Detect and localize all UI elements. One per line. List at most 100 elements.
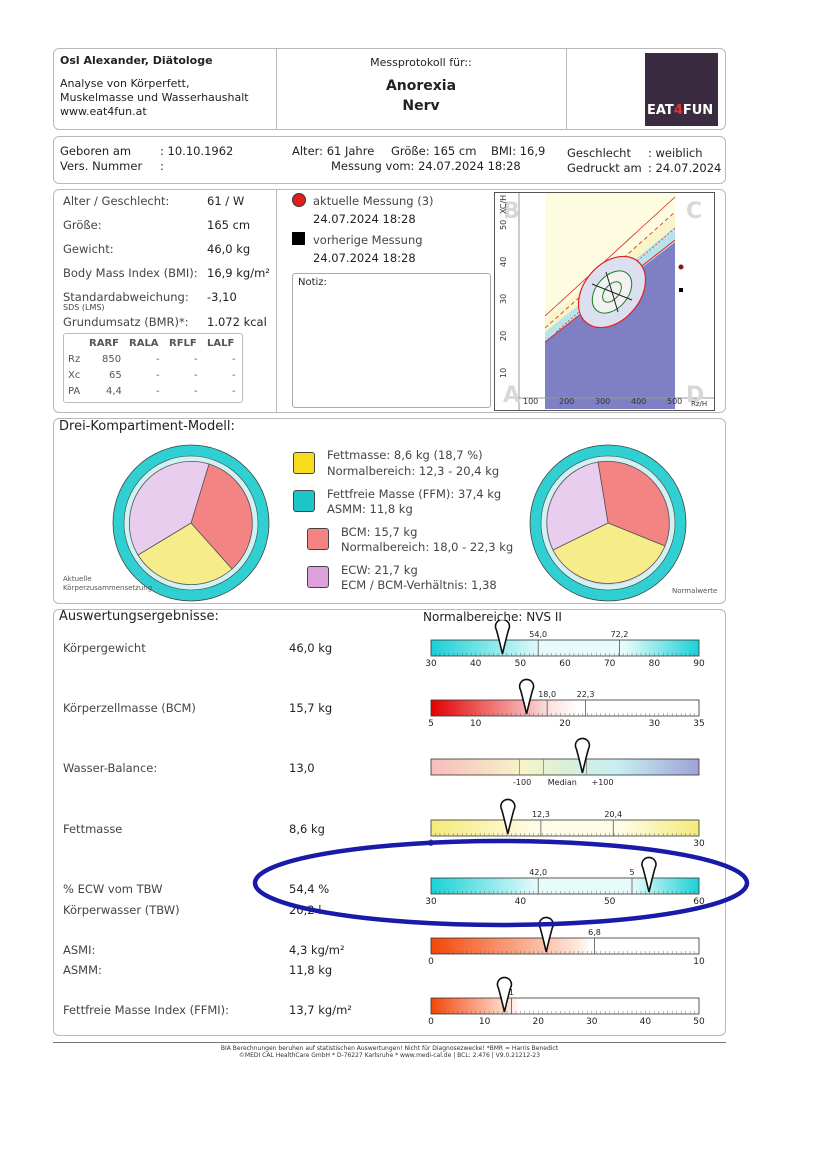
weight-tick-label: 70: [604, 659, 616, 669]
info-box: [53, 136, 726, 184]
rxc-x-tick: 300: [595, 397, 610, 406]
rxc-y-axis-label: XC/H: [499, 195, 508, 214]
stat-label-bmr: Grundumsatz (BMR)*:: [63, 315, 189, 329]
fat-norm-label: 20,4: [604, 810, 622, 819]
ffmi-norm-label: 1: [509, 988, 514, 997]
current-measure-label: aktuelle Messung (3): [313, 194, 434, 208]
ffmi-tick-label: 0: [428, 1017, 434, 1027]
stat-label-bmi: Body Mass Index (BMI):: [63, 266, 198, 280]
corner-a: A: [503, 383, 520, 408]
insurance-label: Vers. Nummer: [60, 159, 143, 173]
header-box: [53, 48, 726, 130]
stat-value-weight: 46,0 kg: [207, 242, 251, 256]
cell: -: [232, 386, 236, 397]
weight-marker-pin: [494, 620, 511, 655]
gender-value: : weiblich: [648, 146, 703, 160]
asmi-norm-label: 6,8: [588, 928, 601, 937]
stat-label-age: Alter / Geschlecht:: [63, 194, 170, 208]
rxc-graph: B C A D XC/H 50 40 30 20 10 100 200 300 …: [494, 192, 715, 411]
ffmi-tick-label: 10: [479, 1017, 491, 1027]
previous-measure-label: vorherige Messung: [313, 233, 423, 247]
water-bar: [430, 758, 700, 776]
corner-b: B: [503, 199, 520, 224]
pie-normal: [529, 444, 687, 602]
ecw-tick-label: 30: [425, 897, 437, 907]
ffmi-marker-pin: [496, 976, 513, 1013]
results-title: Auswertungsergebnisse:: [59, 609, 219, 624]
stat-label-sds-sub: SDS (LMS): [63, 303, 105, 312]
asmi-tick-label: 10: [693, 957, 705, 967]
bcm-tick-label: 20: [559, 719, 571, 729]
weight-tick-label: 60: [559, 659, 571, 669]
footer-line-2: ©MEDI CAL HealthCare GmbH * D-76227 Karl…: [238, 1052, 541, 1059]
company-desc-1: Analyse von Körperfett,: [60, 77, 190, 90]
result-label-asmm: ASMM:: [63, 963, 102, 977]
cell: -: [194, 370, 198, 381]
weight-tick-label: 80: [649, 659, 661, 669]
result-value-water: 13,0: [289, 761, 315, 775]
ffmi-tick-label: 40: [640, 1017, 652, 1027]
highlight-ellipse: [252, 838, 750, 928]
stat-label-height: Größe:: [63, 218, 102, 232]
cell: -: [156, 386, 160, 397]
water-label-median: Median: [548, 778, 577, 787]
ecw-line2: ECM / BCM-Verhältnis: 1,38: [341, 578, 497, 592]
cell: -: [156, 354, 160, 365]
cell: -: [232, 354, 236, 365]
cell: -: [194, 386, 198, 397]
info-height: Größe: 165 cm: [391, 144, 477, 158]
previous-measure-square: [292, 232, 305, 245]
bcm-tick-label: 10: [470, 719, 482, 729]
gender-label: Geschlecht: [567, 146, 631, 160]
company-desc-2: Muskelmasse und Wasserhaushalt: [60, 91, 249, 104]
cell: 4,4: [106, 386, 122, 397]
result-label-ffmi: Fettfreie Masse Index (FFMI):: [63, 1003, 229, 1017]
col-rala: RALA: [129, 338, 159, 349]
patient-name-2: Nerv: [402, 98, 440, 114]
water-label-minus: -100: [513, 778, 531, 787]
born-value: : 10.10.1962: [160, 144, 234, 158]
stat-value-bmr: 1.072 kcal: [207, 315, 267, 329]
water-marker-pin: [574, 737, 591, 774]
col-rflf: RFLF: [169, 338, 197, 349]
col-rarf: RARF: [89, 338, 119, 349]
protocol-label: Messprotokoll für::: [370, 56, 472, 69]
water-label-plus: +100: [592, 778, 614, 787]
ffmi-tick-label: 20: [532, 1017, 544, 1027]
rxc-x-tick: 400: [631, 397, 646, 406]
weight-tick-label: 30: [425, 659, 437, 669]
eat4fun-logo: EAT4FUN: [645, 53, 718, 126]
result-value-asmm: 11,8 kg: [289, 963, 333, 977]
fat-line1: Fettmasse: 8,6 kg (18,7 %): [327, 448, 483, 462]
weight-tick-label: 40: [470, 659, 482, 669]
asmi-tick-label: 0: [428, 957, 434, 967]
bcm-line1: BCM: 15,7 kg: [341, 525, 418, 539]
footer-line-1: BIA Berechnungen beruhen auf statistisch…: [220, 1045, 559, 1052]
row-label-xc: Xc: [68, 370, 81, 381]
bcm-tick-label: 5: [428, 719, 434, 729]
footer-rule: [53, 1042, 726, 1043]
bcm-swatch: [307, 528, 329, 550]
col-lalf: LALF: [207, 338, 235, 349]
result-value-bcm: 15,7 kg: [289, 701, 333, 715]
stat-label-sds: Standardabweichung:: [63, 290, 189, 304]
info-age: Alter: 61 Jahre: [292, 144, 375, 158]
bcm-norm-label: 22,3: [577, 690, 595, 699]
ecw-tick-label: 40: [515, 897, 527, 907]
header-divider-2: [566, 48, 567, 130]
result-label-ecw: % ECW vom TBW: [63, 882, 163, 896]
rxc-y-tick: 20: [499, 331, 508, 341]
result-value-ecw: 54,4 %: [289, 882, 330, 896]
notes-box[interactable]: Notiz:: [292, 273, 491, 408]
result-label-fat: Fettmasse: [63, 822, 123, 836]
result-label-tbw: Körperwasser (TBW): [63, 903, 180, 917]
fat-line2: Normalbereich: 12,3 - 20,4 kg: [327, 464, 500, 478]
result-label-asmi: ASMI:: [63, 943, 96, 957]
stat-value-sds: -3,10: [207, 290, 237, 304]
row-label-pa: PA: [68, 386, 81, 397]
ffm-swatch: [293, 490, 315, 512]
info-bmi: BMI: 16,9: [491, 144, 546, 158]
printed-label: Gedruckt am: [567, 161, 642, 175]
printed-value: : 24.07.2024: [648, 161, 722, 175]
rxc-x-tick: 100: [523, 397, 538, 406]
